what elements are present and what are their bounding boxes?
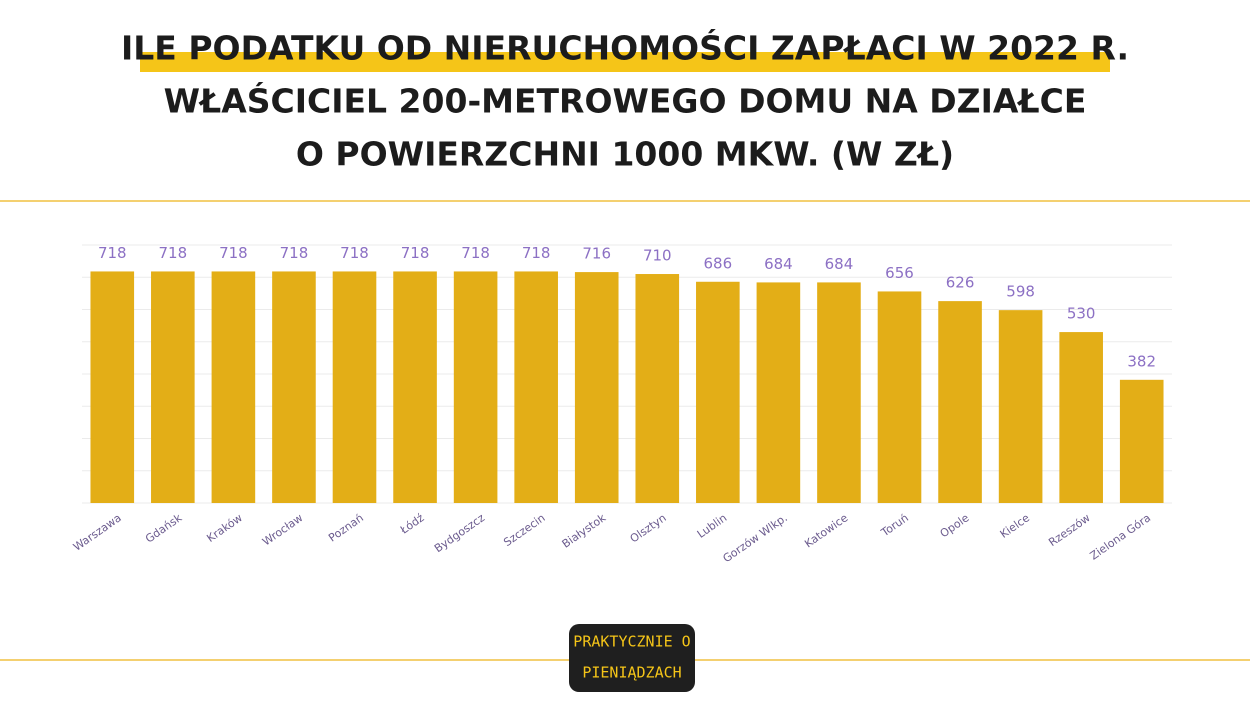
value-label: 718 <box>98 244 127 262</box>
bar <box>453 271 498 503</box>
bar <box>1119 379 1164 503</box>
x-tick-label: Gdańsk <box>143 511 185 546</box>
chart-title: O POWIERZCHNI 1000 MKW. (W ZŁ) <box>296 135 954 174</box>
value-label: 382 <box>1127 352 1156 370</box>
value-label: 710 <box>643 247 672 265</box>
chart-title: ILE PODATKU OD NIERUCHOMOŚCI ZAPŁACI W 2… <box>121 28 1129 68</box>
value-label: 530 <box>1067 305 1096 323</box>
x-tick-label: Zielona Góra <box>1088 511 1154 562</box>
brand-text: PRAKTYCZNIE O <box>573 633 690 651</box>
x-tick-label: Lublin <box>695 511 729 541</box>
title-highlight <box>140 52 1110 72</box>
bar <box>272 271 316 503</box>
value-label: 656 <box>885 264 914 282</box>
x-tick-label: Toruń <box>878 511 911 539</box>
bar <box>211 271 256 503</box>
value-label: 716 <box>582 245 611 263</box>
value-label: 718 <box>159 244 188 262</box>
value-label: 718 <box>219 244 248 262</box>
x-tick-label: Katowice <box>802 511 850 550</box>
bar <box>817 282 861 503</box>
value-label: 718 <box>522 244 551 262</box>
value-label: 598 <box>1006 283 1035 301</box>
bar <box>1059 332 1103 503</box>
x-tick-label: Bydgoszcz <box>432 511 487 555</box>
x-tick-label: Białystok <box>560 511 609 551</box>
value-label: 626 <box>946 274 975 292</box>
bar <box>877 291 922 503</box>
x-tick-label: Szczecin <box>501 511 547 549</box>
x-tick-label: Rzeszów <box>1046 511 1092 549</box>
x-tick-label: Poznań <box>326 511 366 544</box>
value-label: 684 <box>764 255 793 273</box>
bar <box>574 272 619 503</box>
bar <box>514 271 558 503</box>
x-tick-label: Wrocław <box>260 511 305 548</box>
x-tick-label: Gorzów Wlkp. <box>720 511 789 565</box>
x-tick-label: Olsztyn <box>628 511 669 545</box>
bar <box>756 282 801 503</box>
bar <box>635 274 680 503</box>
bar <box>332 271 377 503</box>
value-label: 718 <box>401 244 430 262</box>
bar <box>938 301 982 503</box>
bar <box>998 310 1043 503</box>
x-tick-label: Kraków <box>204 511 244 545</box>
x-tick-label: Kielce <box>998 511 1033 541</box>
bar <box>393 271 437 503</box>
value-label: 718 <box>340 244 369 262</box>
x-tick-label: Łódź <box>397 511 426 537</box>
x-tick-label: Warszawa <box>71 511 124 553</box>
bar <box>151 271 195 503</box>
value-label: 686 <box>704 254 733 272</box>
value-label: 718 <box>461 244 490 262</box>
chart-title: WŁAŚCICIEL 200-METROWEGO DOMU NA DZIAŁCE <box>164 81 1087 121</box>
x-tick-label: Opole <box>938 511 972 540</box>
bar <box>90 271 135 503</box>
bar <box>696 281 740 503</box>
value-label: 718 <box>280 244 309 262</box>
brand-text: PIENIĄDZACH <box>582 664 681 682</box>
brand-logo <box>569 624 695 692</box>
value-label: 684 <box>825 255 854 273</box>
